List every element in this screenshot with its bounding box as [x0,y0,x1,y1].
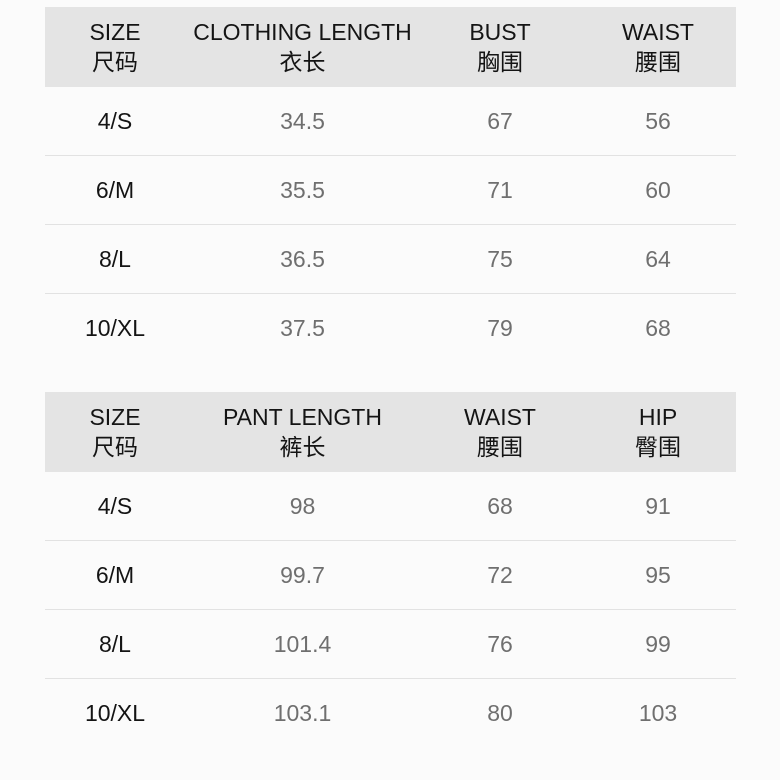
table-row: 4/S 34.5 67 56 [45,87,736,156]
value-cell: 64 [580,224,736,294]
value-cell: 80 [420,678,580,747]
value-cell: 36.5 [185,224,420,294]
value-cell: 99 [580,609,736,679]
column-header-waist: WAIST 腰围 [580,7,736,87]
column-header-en: BUST [469,19,531,45]
column-header-en: HIP [638,404,678,430]
column-header-zh: 裤长 [279,434,326,460]
column-header-en: WAIST [464,404,536,430]
column-header-en: PANT LENGTH [223,404,382,430]
pant-size-table: SIZE 尺码 PANT LENGTH 裤长 WAIST 腰围 HIP 臀围 [45,392,736,747]
table-row: 4/S 98 68 91 [45,472,736,541]
value-cell: 56 [645,107,671,134]
size-cell: 8/L [45,609,185,679]
column-header-zh: 腰围 [477,434,523,460]
header-row: SIZE 尺码 PANT LENGTH 裤长 WAIST 腰围 HIP 臀围 [45,392,736,472]
value-cell: 68 [580,293,736,362]
column-header-hip: HIP 臀围 [580,392,736,472]
table-row: 10/XL 37.5 79 68 [45,293,736,362]
column-header-bust: BUST 胸围 [420,7,580,87]
value-cell: 103.1 [185,678,420,747]
table-row: 8/L 101.4 76 99 [45,609,736,679]
value-cell: 103 [580,678,736,747]
value-cell: 91 [645,492,671,519]
column-header-zh: 衣长 [279,49,326,75]
header-row: SIZE 尺码 CLOTHING LENGTH 衣长 BUST 胸围 WAIST… [45,7,736,87]
column-header-en: WAIST [622,19,694,45]
table-row: 10/XL 103.1 80 103 [45,678,736,747]
column-header-pant-length: PANT LENGTH 裤长 [185,392,420,472]
column-header-size: SIZE 尺码 [45,392,185,472]
value-cell: 72 [420,540,580,610]
value-cell: 60 [580,155,736,225]
size-cell: 10/XL [45,293,185,362]
column-header-size: SIZE 尺码 [45,7,185,87]
clothing-size-table: SIZE 尺码 CLOTHING LENGTH 衣长 BUST 胸围 WAIST… [45,7,736,362]
column-header-en: SIZE [89,19,141,45]
value-cell: 98 [289,492,316,519]
column-header-zh: 尺码 [92,434,138,460]
value-cell: 71 [420,155,580,225]
column-header-zh: 胸围 [477,49,523,75]
table-row: 6/M 99.7 72 95 [45,540,736,610]
value-cell: 95 [580,540,736,610]
table-row: 8/L 36.5 75 64 [45,224,736,294]
column-header-en: SIZE [89,404,141,430]
value-cell: 35.5 [185,155,420,225]
column-header-clothing-length: CLOTHING LENGTH 衣长 [185,7,420,87]
size-cell: 6/M [45,155,185,225]
column-header-en: CLOTHING LENGTH [193,19,412,45]
column-header-waist: WAIST 腰围 [420,392,580,472]
column-header-zh: 尺码 [92,49,138,75]
size-cell: 4/S [97,492,133,519]
value-cell: 37.5 [185,293,420,362]
size-cell: 6/M [45,540,185,610]
value-cell: 76 [420,609,580,679]
value-cell: 99.7 [185,540,420,610]
value-cell: 34.5 [280,107,325,134]
value-cell: 67 [487,107,513,134]
value-cell: 79 [420,293,580,362]
value-cell: 75 [420,224,580,294]
value-cell: 101.4 [185,609,420,679]
size-cell: 10/XL [45,678,185,747]
column-header-zh: 臀围 [635,434,681,460]
value-cell: 68 [487,492,513,519]
column-header-zh: 腰围 [635,49,681,75]
table-row: 6/M 35.5 71 60 [45,155,736,225]
size-cell: 4/S [97,107,133,134]
size-cell: 8/L [45,224,185,294]
